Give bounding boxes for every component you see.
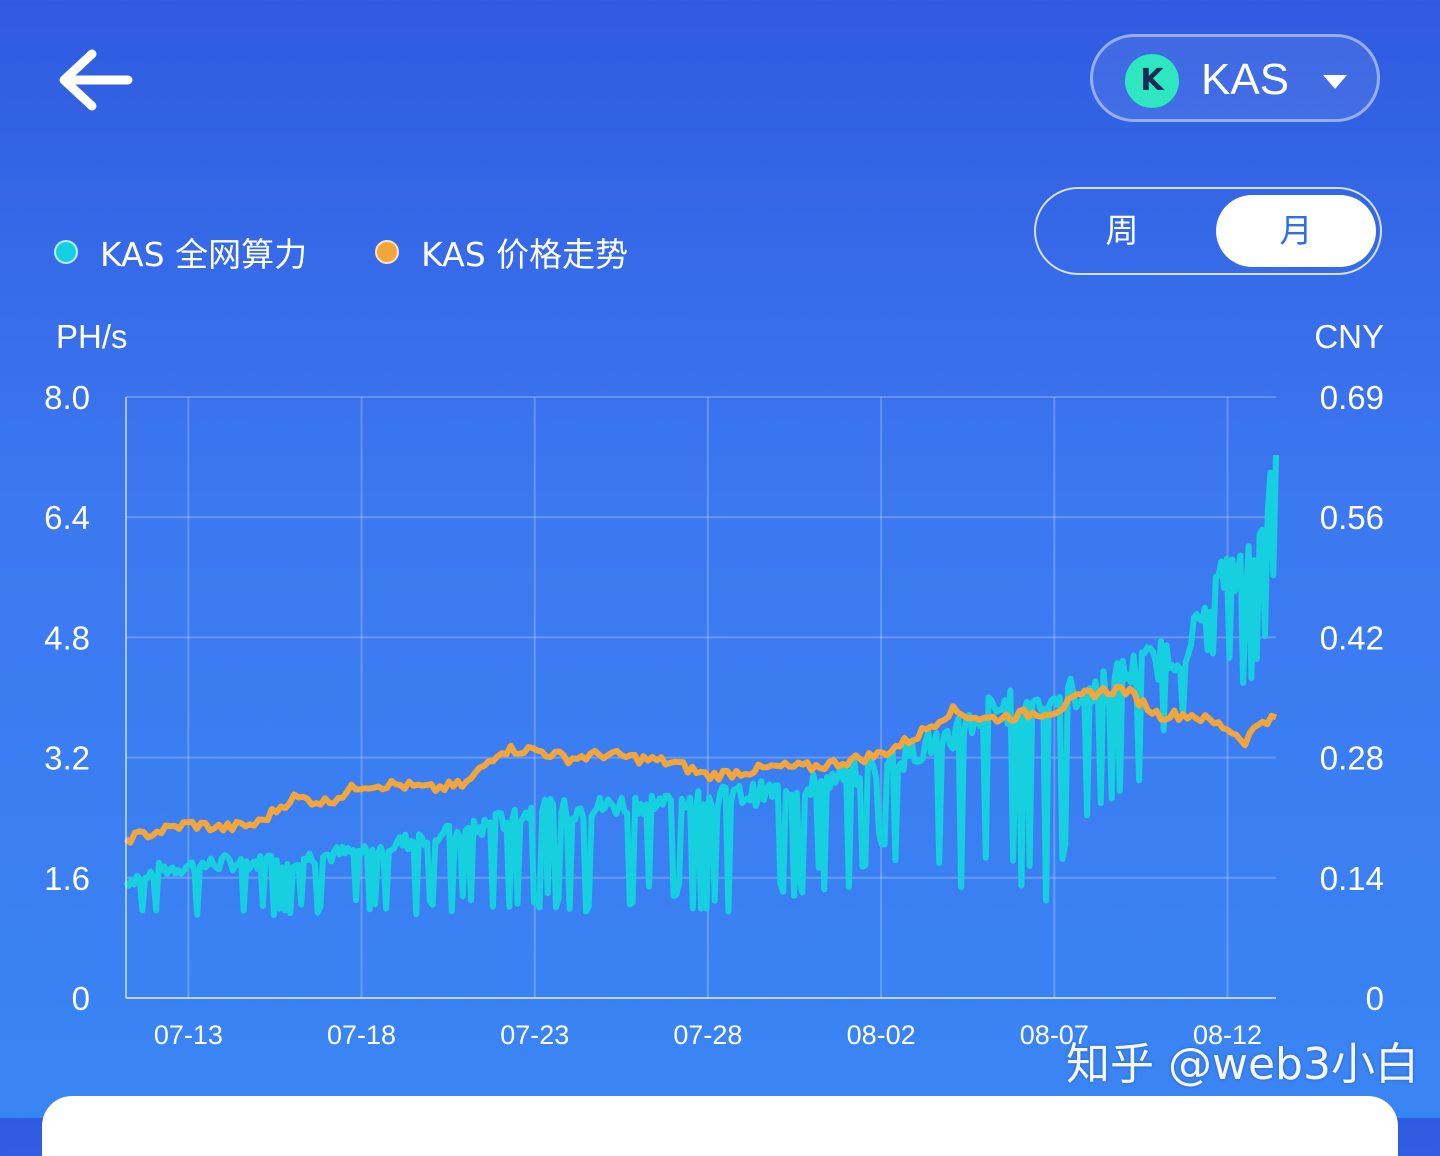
y-right-tick-label: 0.69 [1320,379,1384,416]
arrow-left-icon [59,49,133,111]
coin-label: KAS [1201,55,1290,104]
y-left-tick-label: 4.8 [44,619,90,656]
left-axis-unit: PH/s [56,318,128,355]
right-axis-unit: CNY [1314,318,1384,355]
coin-selector[interactable]: K KAS [1090,34,1380,122]
back-button[interactable] [52,44,142,116]
watermark: 知乎 @web3小白 [1066,1039,1419,1090]
legend-dot-hashrate [54,240,78,264]
x-tick-label: 07-18 [327,1020,396,1050]
price-series [124,683,1277,846]
y-left-tick-label: 0 [72,980,90,1017]
x-tick-label: 07-13 [154,1020,223,1050]
x-tick-label: 08-07 [1020,1020,1089,1050]
x-tick-label: 08-02 [847,1020,916,1050]
legend-item-hashrate[interactable]: KAS 全网算力 [54,228,307,276]
y-right-tick-label: 0.56 [1320,499,1384,536]
legend-label-price: KAS 价格走势 [421,235,629,274]
y-left-tick-label: 6.4 [44,499,90,536]
period-toggle: 周 月 [1034,187,1382,275]
bottom-card [42,1096,1398,1156]
legend-label-hashrate: KAS 全网算力 [100,235,308,274]
chevron-down-icon [1323,75,1347,89]
x-tick-label: 07-23 [500,1020,569,1050]
legend-item-price[interactable]: KAS 价格走势 [375,228,628,276]
y-left-tick-label: 8.0 [44,379,90,416]
price-line [124,683,1277,846]
x-tick-label: 08-12 [1193,1020,1262,1050]
hashrate-price-chart: 8.0 0.69 6.4 0.56 4.8 0.42 3.2 0.28 1.6 0.14 0 0 07-… [44,379,1384,1050]
legend-dot-price [375,240,400,264]
y-right-tick-label: 0.28 [1320,740,1384,777]
period-week-button[interactable]: 周 [1105,211,1139,250]
kas-logo-icon: K [1125,54,1179,108]
y-right-tick-label: 0.42 [1320,619,1384,656]
y-left-tick-label: 3.2 [44,740,90,777]
period-month-button[interactable]: 月 [1216,195,1376,267]
y-left-tick-label: 1.6 [44,860,90,897]
chart-axes: 8.0 0.69 6.4 0.56 4.8 0.42 3.2 0.28 1.6 0.14 0 0 07-… [44,379,1384,1050]
x-tick-label: 07-28 [673,1020,742,1050]
chart-legend: KAS 全网算力 KAS 价格走势 [54,228,696,276]
y-right-tick-label: 0 [1366,980,1384,1017]
y-right-tick-label: 0.14 [1320,860,1384,897]
